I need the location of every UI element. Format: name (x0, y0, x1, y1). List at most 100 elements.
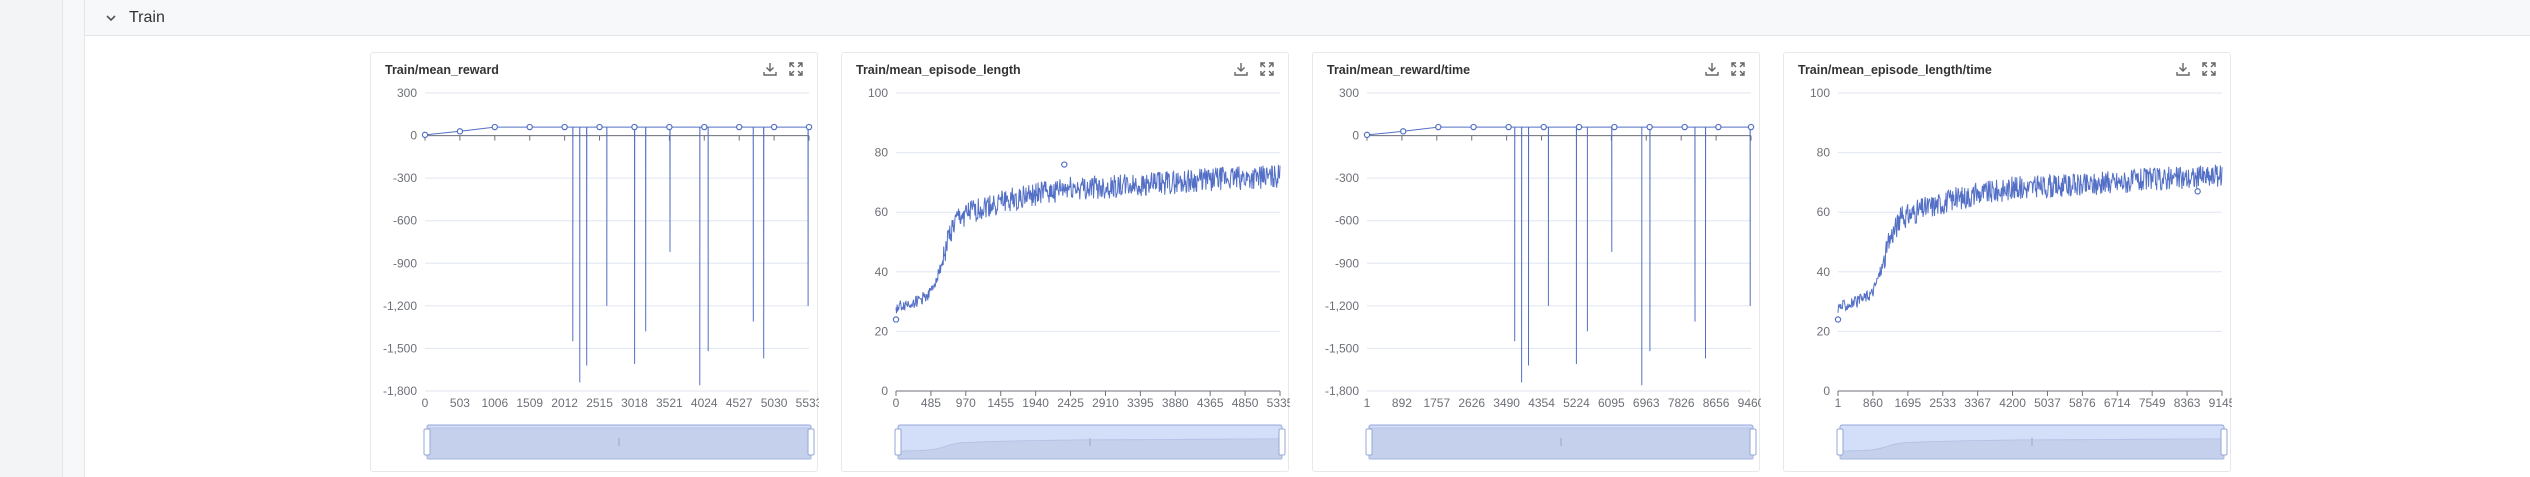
x-tick-label: 1 (1835, 396, 1842, 410)
x-tick-label: 4365 (1197, 396, 1224, 410)
y-tick-label: -900 (1335, 256, 1359, 270)
y-tick-label: 0 (1352, 129, 1359, 143)
data-point (631, 123, 638, 131)
x-tick-label: 892 (1392, 396, 1412, 410)
chart-plot[interactable]: 100 80 60 40 20 01 860 1695 2533 3367 4200 5037 5876… (1784, 53, 2232, 473)
y-tick-label: 60 (1817, 205, 1831, 219)
x-tick-label: 9145 (2209, 396, 2232, 410)
data-point (1681, 123, 1688, 131)
data-point (892, 316, 900, 323)
x-tick-label: 5533 (796, 396, 819, 410)
section-header[interactable]: Train (85, 0, 2530, 36)
data-point (805, 123, 813, 131)
y-tick-label: -1,200 (1325, 299, 1359, 313)
series-line (1366, 126, 1751, 386)
download-icon[interactable] (1703, 60, 1721, 78)
slider-handle[interactable] (807, 428, 815, 456)
download-icon[interactable] (1232, 60, 1250, 78)
download-icon[interactable] (761, 60, 779, 78)
x-tick-label: 3018 (621, 396, 648, 410)
slider-preview (897, 438, 1283, 460)
y-tick-label: 0 (1823, 384, 1830, 398)
y-tick-label: 100 (868, 86, 888, 100)
y-tick-label: -600 (1335, 214, 1359, 228)
slider-handle[interactable] (894, 428, 902, 456)
data-point (2194, 188, 2201, 195)
train-section: Train Train/mean_reward 300 0 -300 -600 -900… (84, 0, 2530, 477)
x-tick-label: 5030 (761, 396, 788, 410)
fullscreen-icon[interactable] (1258, 60, 1276, 78)
x-tick-label: 2425 (1057, 396, 1084, 410)
x-tick-label: 3367 (1964, 396, 1991, 410)
fullscreen-icon[interactable] (2200, 60, 2218, 78)
y-tick-label: 0 (881, 384, 888, 398)
x-tick-label: 5876 (2069, 396, 2096, 410)
x-tick-label: 7826 (1668, 396, 1695, 410)
series-line (424, 126, 809, 386)
download-icon[interactable] (2174, 60, 2192, 78)
chart-plot[interactable]: 100 80 60 40 20 00 485 970 1455 1940 2425 2910 3395 3… (842, 53, 1290, 473)
chart-card: Train/mean_episode_length 100 80 60 40 20 0 0 4… (841, 52, 1290, 473)
x-tick-label: 4024 (691, 396, 718, 410)
x-tick-label: 2910 (1092, 396, 1119, 410)
slider-handle[interactable] (1365, 428, 1373, 456)
chevron-down-icon[interactable] (103, 10, 119, 26)
slider-handle[interactable] (1749, 428, 1757, 456)
data-point (1646, 123, 1653, 131)
data-point (421, 131, 429, 139)
x-tick-label: 8363 (2174, 396, 2201, 410)
x-tick-label: 9460 (1738, 396, 1761, 410)
x-tick-label: 485 (921, 396, 941, 410)
x-tick-label: 2626 (1458, 396, 1485, 410)
y-tick-label: -900 (393, 256, 417, 270)
data-point (526, 123, 533, 131)
series-line (1837, 164, 2223, 313)
y-tick-label: -1,800 (383, 384, 417, 398)
chart-plot[interactable]: 300 0 -300 -600 -900 -1,200 -1,500 -1,800 0 503 10… (371, 53, 819, 473)
data-point (491, 123, 499, 131)
y-tick-label: 100 (1810, 86, 1830, 100)
x-tick-label: 7549 (2139, 396, 2166, 410)
slider-handle[interactable] (423, 428, 431, 456)
series-line (895, 164, 1281, 314)
x-tick-label: 3880 (1162, 396, 1189, 410)
x-tick-label: 4527 (726, 396, 753, 410)
x-tick-label: 6963 (1633, 396, 1660, 410)
chart-title: Train/mean_episode_length (856, 63, 1021, 77)
y-tick-label: -1,500 (1325, 341, 1359, 355)
x-tick-label: 5037 (2034, 396, 2061, 410)
x-tick-label: 0 (422, 396, 429, 410)
x-tick-label: 1757 (1423, 396, 1450, 410)
fullscreen-icon[interactable] (787, 60, 805, 78)
x-tick-label: 2515 (586, 396, 613, 410)
slider-handle[interactable] (1278, 428, 1286, 456)
y-tick-label: -1,200 (383, 299, 417, 313)
data-point (701, 123, 708, 131)
fullscreen-icon[interactable] (1729, 60, 1747, 78)
x-tick-label: 1940 (1022, 396, 1049, 410)
y-tick-label: 0 (410, 129, 417, 143)
y-tick-label: 20 (1817, 324, 1831, 338)
slider-handle[interactable] (1836, 428, 1844, 456)
x-tick-label: 1509 (516, 396, 543, 410)
data-point (770, 123, 778, 131)
slider-handle[interactable] (2220, 428, 2228, 456)
data-point (456, 128, 464, 135)
chart-plot[interactable]: 300 0 -300 -600 -900 -1,200 -1,500 -1,800 1 892 17… (1313, 53, 1761, 473)
chart-title: Train/mean_episode_length/time (1798, 63, 1992, 77)
section-title: Train (129, 8, 165, 26)
x-tick-label: 860 (1863, 396, 1883, 410)
x-tick-label: 1695 (1894, 396, 1921, 410)
x-tick-label: 8656 (1703, 396, 1730, 410)
y-tick-label: 40 (875, 265, 889, 279)
data-point (1834, 316, 1842, 323)
x-tick-label: 6714 (2104, 396, 2131, 410)
data-point (1747, 123, 1755, 131)
data-point (1435, 123, 1442, 131)
y-tick-label: 60 (875, 205, 889, 219)
x-tick-label: 3490 (1493, 396, 1520, 410)
x-tick-label: 3395 (1127, 396, 1154, 410)
data-point (1575, 123, 1583, 131)
data-point (666, 123, 673, 131)
x-tick-label: 6095 (1598, 396, 1625, 410)
